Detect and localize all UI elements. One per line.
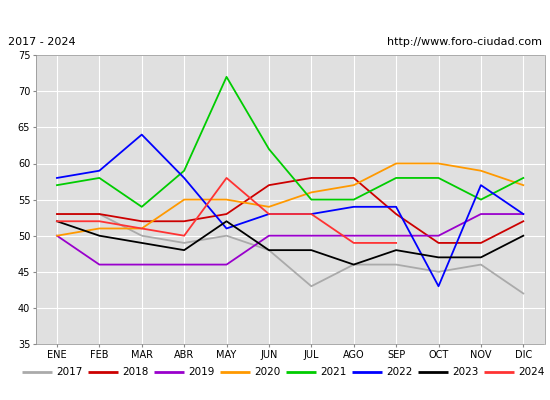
- Text: 2017 - 2024: 2017 - 2024: [8, 37, 76, 47]
- Text: Evolucion del paro registrado en Jete: Evolucion del paro registrado en Jete: [134, 8, 416, 22]
- Text: 2023: 2023: [453, 367, 479, 377]
- Text: 2020: 2020: [255, 367, 281, 377]
- Text: 2018: 2018: [123, 367, 149, 377]
- Text: 2019: 2019: [189, 367, 215, 377]
- Text: http://www.foro-ciudad.com: http://www.foro-ciudad.com: [387, 37, 542, 47]
- Text: 2017: 2017: [57, 367, 83, 377]
- Text: 2021: 2021: [321, 367, 347, 377]
- Text: 2024: 2024: [519, 367, 545, 377]
- Text: 2022: 2022: [387, 367, 413, 377]
